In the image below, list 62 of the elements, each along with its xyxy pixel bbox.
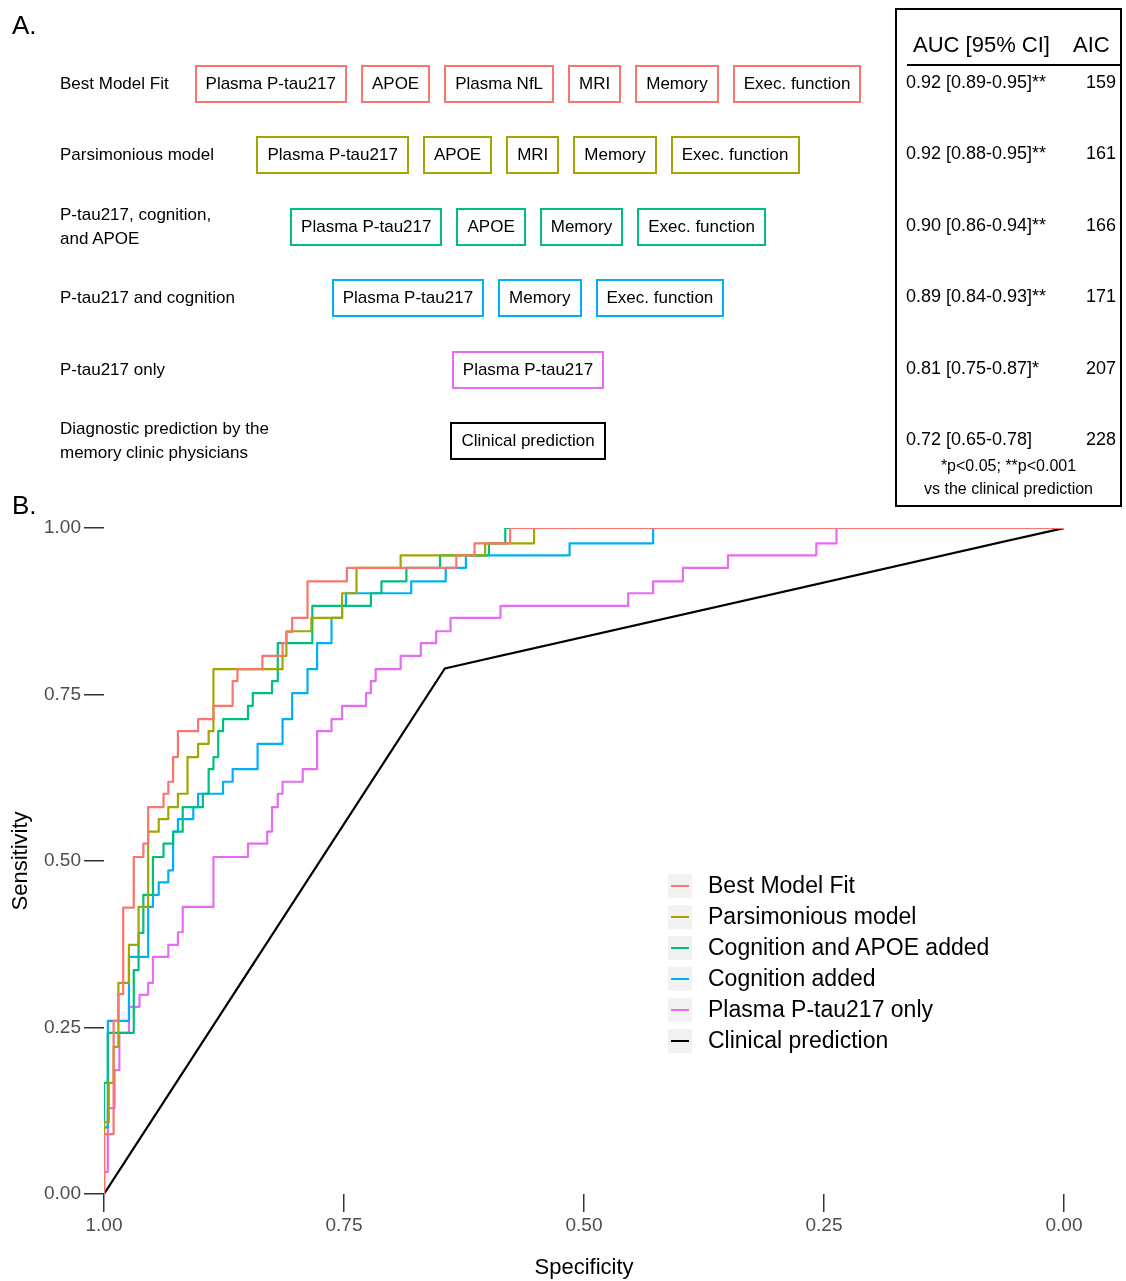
- text: 228: [1086, 428, 1117, 449]
- text: Exec. function: [743, 74, 851, 93]
- y-tick-label: 0.75: [44, 682, 81, 704]
- text: 207: [1086, 357, 1117, 378]
- text: MRI: [517, 145, 549, 165]
- chart-title: B.: [12, 490, 37, 521]
- text: Exec. function: [606, 288, 714, 308]
- category-label: AUC [95% CI]: [913, 32, 1050, 58]
- text: 166: [1086, 214, 1117, 235]
- category-label: Best Model Fit: [60, 74, 169, 93]
- category-label: Diagnostic prediction by the memory clinic physicians: [60, 419, 269, 462]
- text: Memory: [646, 74, 708, 93]
- text: A.: [12, 10, 37, 41]
- legend-label: Cognition and APOE added: [708, 934, 990, 961]
- category-label: AIC: [1073, 32, 1110, 58]
- text: 0.81 [0.75-0.87]*: [906, 357, 1040, 378]
- text: APOE: [371, 74, 420, 93]
- y-tick-label: 0.50: [44, 849, 81, 871]
- text: APOE: [433, 145, 482, 165]
- x-tick-label: 0.25: [805, 1213, 843, 1235]
- x-tick-label: 1.00: [85, 1213, 123, 1235]
- text: APOE: [467, 216, 515, 236]
- text: 171: [1086, 285, 1117, 306]
- legend-label: Clinical prediction: [708, 1027, 889, 1054]
- text: 161: [1086, 142, 1117, 163]
- text: Plasma P-tau217: [267, 145, 398, 165]
- y-tick-label: 1.00: [44, 516, 81, 538]
- x-tick-label: 0.50: [565, 1213, 603, 1235]
- text: Memory: [550, 216, 613, 236]
- legend-label: Cognition added: [708, 965, 876, 992]
- text: Plasma P-tau217: [301, 216, 432, 236]
- text: Exec. function: [648, 216, 755, 236]
- x-tick-label: 0.00: [1045, 1213, 1083, 1235]
- text: Memory: [509, 288, 571, 308]
- category-label: P-tau217 only: [60, 359, 165, 379]
- text: Plasma P-tau217: [342, 288, 474, 308]
- text: *p<0.05; **p<0.001: [939, 457, 1078, 475]
- text: 159: [1086, 71, 1117, 92]
- text: vs the clinical prediction: [923, 480, 1094, 498]
- x-tick-label: 0.75: [325, 1213, 363, 1235]
- text: Memory: [584, 145, 646, 165]
- y-axis-title: Sensitivity: [7, 811, 33, 911]
- category-label: Parsimonious model: [60, 145, 215, 165]
- text: Plasma P-tau217: [462, 359, 594, 379]
- text: MRI: [579, 74, 611, 93]
- text: 0.89 [0.84-0.93]**: [906, 285, 1047, 306]
- text: 0.92 [0.88-0.95]**: [906, 142, 1047, 163]
- y-tick-label: 0.25: [44, 1015, 81, 1037]
- category-label: P-tau217 and cognition: [60, 288, 235, 308]
- text: Exec. function: [681, 145, 789, 165]
- text: 0.92 [0.89-0.95]**: [906, 71, 1047, 92]
- legend-label: Plasma P-tau217 only: [708, 996, 934, 1023]
- text: Plasma P-tau217: [205, 74, 336, 93]
- legend-label: Best Model Fit: [708, 872, 855, 899]
- text: Plasma NfL: [455, 74, 544, 93]
- x-axis-title: Specificity: [534, 1253, 634, 1279]
- text: 0.90 [0.86-0.94]**: [906, 214, 1047, 235]
- y-tick-label: 0.00: [44, 1182, 81, 1204]
- legend-label: Parsimonious model: [708, 903, 917, 930]
- text: Clinical prediction: [461, 431, 595, 450]
- text: 0.72 [0.65-0.78]: [906, 428, 1033, 449]
- category-label: P-tau217, cognition, and APOE: [60, 204, 212, 248]
